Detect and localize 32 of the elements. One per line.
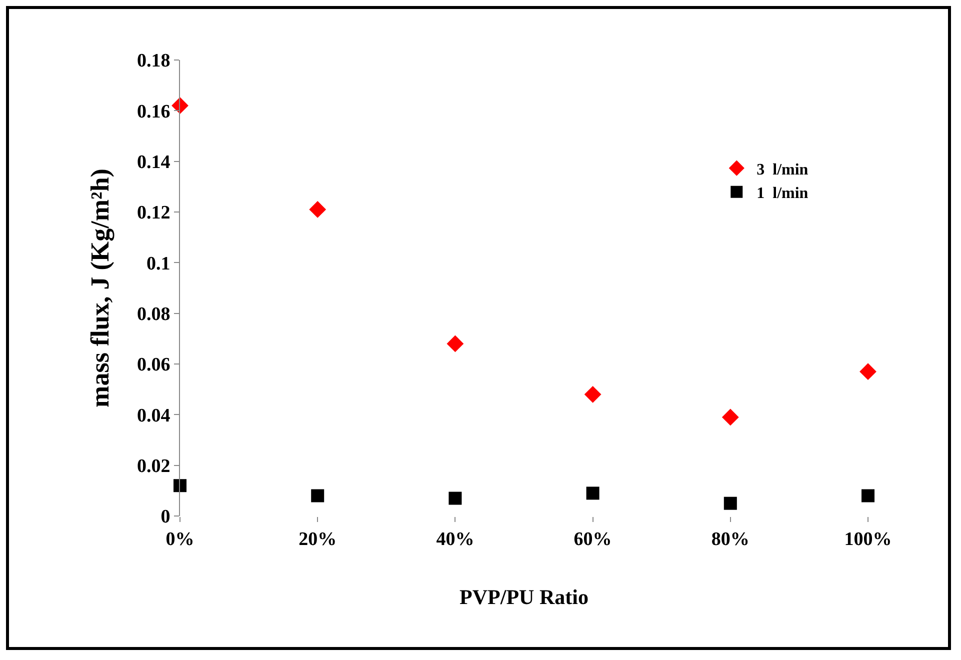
y-tick-label: 0 bbox=[160, 506, 170, 528]
point bbox=[172, 97, 188, 114]
y-tick-label: 0.04 bbox=[136, 405, 171, 426]
x-tick-label: 60% bbox=[574, 528, 612, 550]
point bbox=[174, 479, 186, 492]
point bbox=[311, 489, 324, 502]
point bbox=[584, 386, 602, 403]
x-tick-label: 20% bbox=[298, 528, 337, 550]
y-tick-label: 0.18 bbox=[136, 50, 170, 72]
point bbox=[448, 492, 462, 505]
point bbox=[446, 335, 464, 352]
x-tick-label: 40% bbox=[436, 528, 474, 550]
y-axis-title: mass flux, J (Kg/m²h) bbox=[85, 168, 114, 408]
point bbox=[309, 201, 326, 218]
point bbox=[862, 489, 874, 502]
y-tick-label: 0.16 bbox=[136, 101, 170, 122]
point bbox=[724, 496, 737, 510]
point bbox=[722, 408, 739, 426]
point bbox=[860, 363, 876, 380]
y-tick-label: 0.06 bbox=[136, 354, 170, 376]
x-axis-title: PVP/PU Ratio bbox=[460, 585, 588, 609]
x-tick-label: 100% bbox=[844, 528, 892, 550]
x-tick-label: 80% bbox=[711, 528, 750, 550]
point bbox=[586, 486, 600, 500]
y-tick-label: 0.14 bbox=[136, 152, 171, 173]
y-tick-label: 0.1 bbox=[146, 253, 170, 274]
y-tick-label: 0.12 bbox=[136, 202, 170, 224]
y-tick-label: 0.08 bbox=[136, 304, 170, 325]
y-tick-label: 0.02 bbox=[136, 456, 170, 477]
x-tick-label: 0% bbox=[166, 528, 194, 550]
legend-label: 1 l/min bbox=[756, 185, 808, 202]
legend-label: 3 l/min bbox=[756, 161, 808, 178]
